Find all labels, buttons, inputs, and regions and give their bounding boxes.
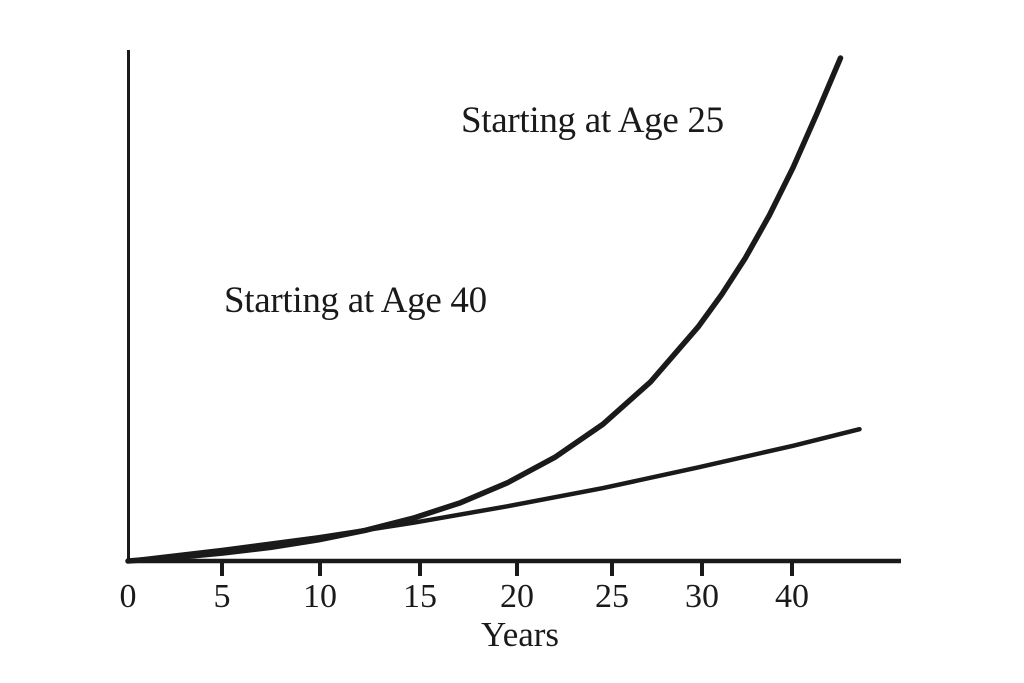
x-tick-label: 25: [595, 578, 629, 615]
series-label-starting-age-40: Starting at Age 40: [224, 280, 487, 321]
curves: [125, 55, 862, 564]
x-axis-tick-marks: [220, 561, 794, 576]
curve-starting-age-25: [125, 55, 844, 564]
x-axis-label: Years: [480, 615, 560, 654]
curve-starting-age-40: [125, 426, 862, 564]
x-tick-label: 5: [213, 578, 231, 615]
series-label-starting-age-25: Starting at Age 25: [461, 100, 724, 141]
x-tick-label: 30: [685, 578, 719, 615]
x-tick-label: 40: [775, 578, 809, 615]
x-tick-label: 0: [119, 578, 137, 615]
x-tick-label: 15: [403, 578, 437, 615]
x-tick-label: 20: [500, 578, 534, 615]
x-tick-label: 10: [303, 578, 337, 615]
